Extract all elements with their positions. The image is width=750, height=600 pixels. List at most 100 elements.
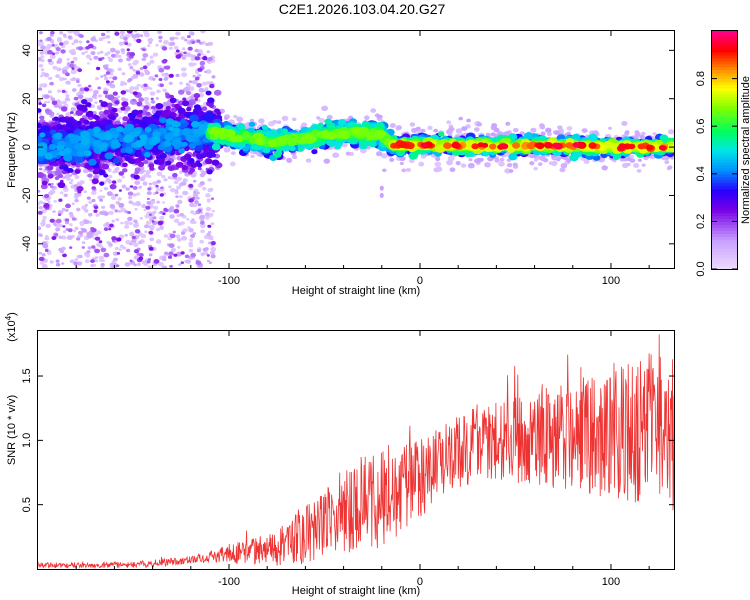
spectrogram-cell xyxy=(194,200,199,204)
spectrogram-cell xyxy=(305,158,312,163)
spectrogram-cell xyxy=(51,52,56,56)
spectrogram-cell xyxy=(158,39,162,43)
spectrogram-cell xyxy=(146,191,152,196)
spectrogram-cell xyxy=(94,248,100,254)
spectrogram-cell xyxy=(98,99,103,103)
spectrogram-cell xyxy=(127,191,134,196)
spectrogram-cell xyxy=(184,38,188,42)
spectrogram-cell xyxy=(133,263,137,267)
spectrogram-cell xyxy=(196,39,201,43)
spectrogram-cell xyxy=(155,97,159,100)
spectrogram-cell xyxy=(236,116,244,122)
spectrogram-cell xyxy=(84,259,90,263)
spectrogram-cell xyxy=(68,31,74,34)
spectrogram-cell xyxy=(168,207,174,213)
spectrogram-cell xyxy=(132,202,137,206)
spectrogram-cell xyxy=(53,200,57,203)
spectrogram-cell xyxy=(50,31,55,35)
spectrogram-cell xyxy=(633,163,640,168)
spectrogram-cell xyxy=(170,107,178,113)
spectrogram-cell xyxy=(138,253,144,257)
spectrogram-cell xyxy=(88,200,93,204)
spectrogram-cell xyxy=(202,56,208,61)
spectrogram-cell xyxy=(156,188,160,192)
spectrogram-cell xyxy=(66,235,73,241)
spectrogram-cell xyxy=(81,246,86,249)
spectrogram-cell xyxy=(49,185,54,189)
spectrogram-cell xyxy=(48,161,54,166)
spectrogram-cell xyxy=(207,178,212,182)
spectrogram-cell xyxy=(197,166,202,171)
spectrogram-cell xyxy=(68,212,74,216)
spectrogram-cell xyxy=(73,229,77,233)
spectrogram-cell xyxy=(433,128,439,133)
spectrogram-cell xyxy=(173,45,179,50)
spectrogram-cell xyxy=(147,187,152,191)
spectrogram-cell xyxy=(291,154,298,160)
spectrogram-cell xyxy=(125,187,130,191)
spectrogram-cell xyxy=(95,213,100,217)
spectrogram-cell xyxy=(505,121,511,126)
spectrogram-cell xyxy=(136,38,142,44)
spectrogram-cell xyxy=(178,263,182,266)
spectrogram-cell xyxy=(186,106,192,112)
spectrogram-cell xyxy=(85,54,91,59)
spectrogram-cell xyxy=(152,210,157,214)
spectrogram-cell xyxy=(137,109,143,114)
spectrogram-cell xyxy=(272,119,278,124)
spectrogram-cell xyxy=(82,168,89,174)
spectrogram-cell xyxy=(108,58,113,63)
spectrogram-cell xyxy=(180,251,185,255)
spectrogram-cell xyxy=(58,68,62,71)
spectrogram-cell xyxy=(38,99,42,104)
spectrogram-cell xyxy=(167,255,173,259)
spectrogram-cell xyxy=(191,79,198,85)
spectrogram-cell xyxy=(44,108,50,113)
spectrogram-cell xyxy=(473,127,480,132)
spectrogram-cell xyxy=(167,165,175,172)
spectrogram-cell xyxy=(55,47,61,52)
spectrogram-cell xyxy=(155,43,159,47)
spectrogram-cell xyxy=(188,243,194,248)
spectrogram-cell xyxy=(38,172,45,178)
spectrogram-cell xyxy=(161,265,168,268)
spectrogram-cell xyxy=(127,112,136,119)
spectrogram-cell xyxy=(161,174,166,179)
spectrogram-cell xyxy=(177,245,181,249)
spectrogram-cell xyxy=(103,173,109,178)
spectrogram-cell xyxy=(145,111,151,116)
spectrogram-cell xyxy=(189,202,195,208)
spectrogram-cell xyxy=(206,169,213,175)
spectrogram-cell xyxy=(103,211,109,216)
spectrogram-cell xyxy=(187,35,191,39)
spectrogram-cell xyxy=(94,101,98,104)
spectrogram-cell xyxy=(253,150,258,155)
spectrogram-cell xyxy=(77,182,83,187)
spectrogram-cell xyxy=(175,161,184,168)
spectrogram-cell xyxy=(494,158,500,163)
spectrogram-cell xyxy=(156,200,161,204)
spectrogram-cell xyxy=(197,203,202,207)
spectrogram-cell xyxy=(663,155,670,161)
spectrogram-cell xyxy=(41,83,48,88)
spectrogram-cell xyxy=(71,217,77,221)
spectrogram-cell xyxy=(54,233,59,237)
spectrogram-cell xyxy=(182,190,188,196)
spectrogram-cell xyxy=(184,254,190,259)
spectrogram-cell xyxy=(230,151,236,156)
spectrogram-cell xyxy=(63,166,70,172)
spectrogram-cell xyxy=(124,262,131,267)
spectrogram-cell xyxy=(415,126,421,131)
spectrogram-cell xyxy=(120,90,127,95)
spectrogram-cell xyxy=(173,180,179,185)
spectrogram-cell xyxy=(179,195,183,199)
spectrogram-cell xyxy=(115,218,120,222)
spectrogram-cell xyxy=(188,80,193,84)
spectrogram-cell xyxy=(39,115,45,120)
spectrogram-cell xyxy=(118,202,125,208)
spectrogram-cell xyxy=(112,251,119,256)
spectrogram-cell xyxy=(59,191,64,195)
spectrogram-cell xyxy=(145,220,152,225)
spectrogram-cell xyxy=(144,224,149,229)
spectrogram-cell xyxy=(180,36,185,40)
